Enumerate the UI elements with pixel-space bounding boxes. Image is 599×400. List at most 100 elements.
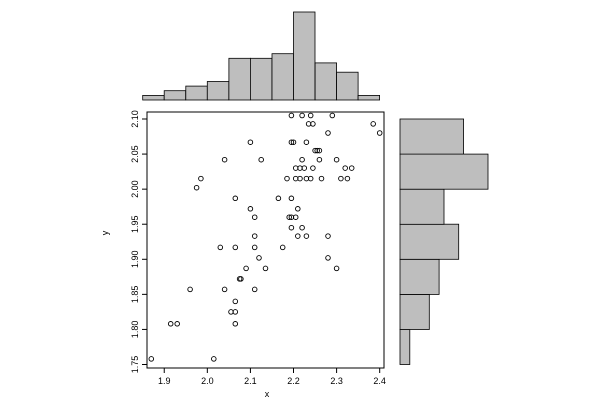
scatter-point <box>344 175 351 182</box>
x-tick-label: 2.3 <box>330 376 343 386</box>
scatter-point <box>290 139 297 145</box>
top-histogram-bar <box>249 57 273 101</box>
scatter-point <box>376 130 383 136</box>
scatter-point <box>251 214 258 220</box>
scatter-point <box>310 165 316 171</box>
scatter-point <box>316 147 323 154</box>
right-histogram-bar <box>399 153 489 190</box>
right-histogram-bar <box>399 258 440 295</box>
x-tick-label: 2.4 <box>373 376 386 386</box>
scatter-point <box>232 244 239 251</box>
scatter-points <box>148 112 383 362</box>
y-axis-label: y <box>100 230 110 235</box>
scatter-point <box>284 175 290 182</box>
scatter-point <box>279 244 286 251</box>
y-tick-label: 2.00 <box>130 180 140 198</box>
scatter-point <box>370 121 376 127</box>
y-tick-label: 2.05 <box>130 145 140 163</box>
scatter-point <box>221 286 228 293</box>
scatter-point <box>310 121 316 127</box>
scatter-point <box>288 139 295 145</box>
scatter-point <box>342 165 348 171</box>
x-tick-label: 2.0 <box>201 376 214 386</box>
y-tick-label: 1.95 <box>130 215 140 233</box>
x-tick-label: 2.2 <box>287 376 300 386</box>
scatter-point <box>251 286 258 293</box>
top-histogram-bar <box>206 81 230 101</box>
x-tick-label: 1.9 <box>158 376 171 386</box>
right-histogram-bar <box>399 223 460 260</box>
scatter-point <box>198 175 204 182</box>
y-tick-label: 1.90 <box>130 251 140 269</box>
right-histogram-bar <box>399 188 445 225</box>
scatter-point <box>325 255 331 261</box>
scatter-point <box>243 265 249 272</box>
scatter-point <box>299 112 305 119</box>
scatter-point <box>325 233 331 239</box>
top-histogram-bar <box>271 53 294 101</box>
scatter-point <box>221 156 228 163</box>
right-histogram-bar <box>399 293 430 330</box>
scatter-point <box>299 224 305 231</box>
top-histogram-bar <box>336 71 359 101</box>
top-histogram <box>142 11 381 101</box>
scatter-point <box>307 112 314 119</box>
scatter-point <box>295 206 301 212</box>
scatter-point <box>193 184 200 191</box>
x-tick-label: 2.1 <box>244 376 257 386</box>
scatter-point <box>338 175 344 182</box>
scatter-point <box>288 112 295 119</box>
scatter-point <box>148 356 155 362</box>
scatter-point <box>232 195 239 202</box>
scatter-point <box>167 321 174 327</box>
scatter-point <box>217 244 224 251</box>
scatter-point <box>256 255 262 261</box>
scatter-point <box>295 233 301 239</box>
top-histogram-bar <box>185 85 208 101</box>
scatter-point <box>251 244 258 251</box>
scatter-point <box>262 265 269 272</box>
scatter-point <box>288 224 295 231</box>
x-axis-label: x <box>265 389 270 399</box>
y-axis: 1.75 1.80 1.85 1.90 1.95 2.00 2.05 2.10 <box>130 110 148 374</box>
right-histogram <box>399 118 489 365</box>
scatter-point <box>247 139 254 145</box>
scatter-point <box>318 175 325 182</box>
scatter-point <box>348 165 355 171</box>
y-tick-label: 1.85 <box>130 286 140 304</box>
scatter-point <box>247 206 254 212</box>
scatter-point <box>286 214 292 220</box>
scatter-point <box>232 298 239 305</box>
scatter-point <box>288 195 295 202</box>
y-tick-label: 2.10 <box>130 110 140 128</box>
scatter-point <box>301 165 308 171</box>
scatter-point <box>292 214 299 220</box>
scatter-point <box>316 156 323 163</box>
scatter-point <box>299 156 305 163</box>
top-histogram-bar <box>357 95 381 101</box>
scatter-point <box>333 265 340 272</box>
top-histogram-bar <box>228 57 251 101</box>
top-histogram-bar <box>314 62 338 101</box>
top-histogram-bar <box>163 90 187 101</box>
scatter-point <box>187 286 193 293</box>
scatter-point <box>258 156 264 163</box>
scatter-point <box>238 276 244 282</box>
scatter-point <box>174 321 180 327</box>
y-tick-label: 1.75 <box>130 356 140 374</box>
right-histogram-bar <box>399 118 464 155</box>
scatter-point <box>325 130 331 136</box>
scatter-point <box>333 156 340 163</box>
scatter-point <box>232 309 239 315</box>
scatter-point <box>307 175 314 182</box>
x-axis: 1.9 2.0 2.1 2.2 2.3 2.4 <box>158 367 386 386</box>
scatter-point <box>232 321 239 327</box>
scatter-point <box>303 233 310 239</box>
scatter-plot-frame <box>146 111 385 369</box>
y-tick-label: 1.80 <box>130 321 140 339</box>
scatter-point <box>297 175 303 182</box>
top-histogram-bar <box>293 11 316 101</box>
scatter-point <box>275 195 282 202</box>
top-histogram-bar <box>142 95 165 101</box>
